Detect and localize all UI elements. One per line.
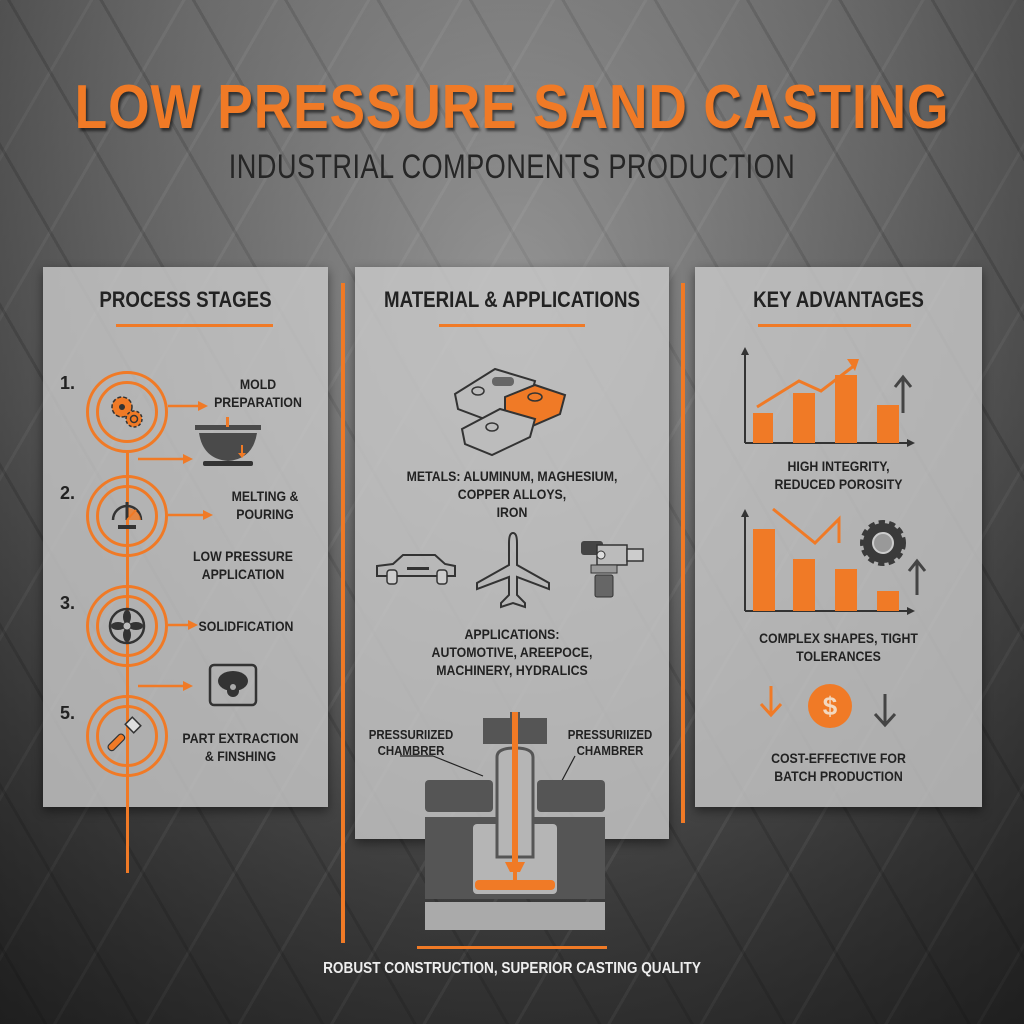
airplane-icon	[476, 531, 550, 609]
gears-icon	[111, 396, 143, 428]
stage-5-ring	[86, 695, 168, 777]
bar-chart-up-icon	[741, 347, 915, 447]
process-stages-panel: PROCESS STAGES 1. MOLD PREPARATION	[43, 267, 328, 873]
casting-part-icon	[208, 663, 258, 707]
car-icon	[376, 554, 456, 585]
advantage-text: COST-EFFECTIVE FOR BATCH PRODUCTION	[771, 750, 906, 784]
footer-tagline: ROBUST CONSTRUCTION, SUPERIOR CASTING QU…	[323, 960, 701, 977]
panel-title: MATERIAL & APPLICATIONS	[384, 287, 640, 312]
footer-underline	[417, 946, 607, 949]
title-underline	[116, 324, 273, 327]
stage-2-ring	[86, 475, 168, 557]
bar-chart-gear-icon	[741, 507, 927, 615]
hydraulic-valve-icon	[581, 541, 644, 598]
stage-label: SOLIDFICATION	[198, 618, 294, 634]
panel-title: KEY ADVANTAGES	[753, 287, 924, 312]
stage-label: MOLD PREPARATION	[214, 376, 302, 410]
cost-down-icons: $	[759, 684, 897, 728]
pressurized-chamber-label-left: PRESSURIIZED CHAMBRER	[368, 727, 454, 758]
orange-divider-left	[341, 283, 345, 943]
advantage-text: HIGH INTEGRITY, REDUCED POROSITY	[774, 458, 903, 492]
arrow-right-icon	[168, 401, 208, 411]
advantage-text: COMPLEX SHAPES, TIGHT TOLERANCES	[759, 630, 918, 664]
stage-label: MELTING & POURING	[231, 488, 299, 522]
page-subtitle: INDUSTRIAL COMPONENTS PRODUCTION	[228, 148, 796, 186]
arrow-right-icon	[168, 620, 198, 630]
hammer-icon	[107, 716, 142, 752]
stage-number: 3.	[60, 593, 76, 613]
metals-text: METALS: ALUMINUM, MAGHESIUM, COPPER ALLO…	[406, 468, 618, 520]
low-pressure-casting-diagram	[400, 712, 605, 930]
gauge-icon	[111, 502, 143, 529]
metal-ingots-icon	[453, 367, 567, 457]
stage-label: PART EXTRACTION & FINSHING	[182, 730, 299, 764]
title-underline	[758, 324, 911, 327]
svg-text:$: $	[823, 691, 838, 721]
stage-number: 1.	[60, 373, 76, 393]
orange-divider-right	[681, 283, 685, 823]
fan-icon	[108, 607, 146, 645]
applications-text: APPLICATIONS: AUTOMOTIVE, AREEPOCE, MACH…	[431, 626, 593, 678]
panel-title: PROCESS STAGES	[99, 287, 272, 312]
mold-bowl-icon	[195, 417, 261, 466]
pressurized-chamber-label-right: PRESSURIIZED CHAMBRER	[567, 727, 653, 758]
page-title: LOW PRESSURE SAND CASTING	[74, 73, 950, 142]
stage-3-ring	[86, 585, 168, 667]
stage-1-ring	[86, 371, 168, 453]
arrow-right-icon	[168, 510, 213, 520]
stage-number: 5.	[60, 703, 76, 723]
stage-label-low-pressure: LOW PRESSURE APPLICATION	[193, 548, 293, 582]
arrow-right-icon	[138, 454, 193, 464]
arrow-right-icon	[138, 681, 193, 691]
stage-number: 2.	[60, 483, 76, 503]
title-underline	[439, 324, 585, 327]
key-advantages-panel: KEY ADVANTAGES HIGH INTEGRITY, REDUCED P…	[695, 267, 982, 807]
